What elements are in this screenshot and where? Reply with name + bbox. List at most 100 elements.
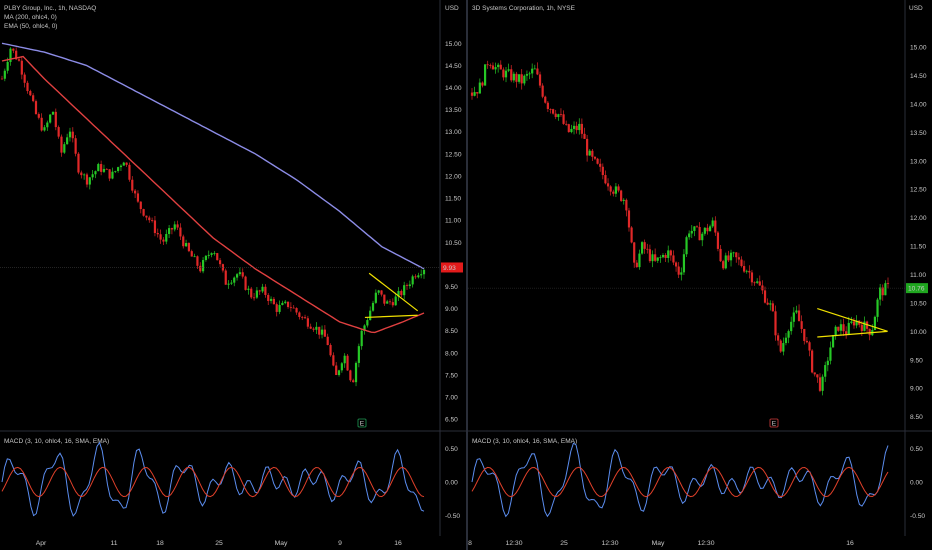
right-candle — [486, 64, 489, 66]
left-candle — [43, 127, 46, 131]
left-y-tick-9: 10.50 — [445, 240, 462, 247]
right-y-tick-2: 14.00 — [910, 101, 927, 108]
right-candle — [876, 299, 879, 317]
left-candle — [37, 114, 40, 118]
right-candle — [552, 109, 555, 114]
right-candle — [596, 158, 599, 164]
right-candle — [800, 321, 803, 329]
right-candle — [528, 73, 531, 75]
right-candle — [808, 342, 811, 351]
right-candle — [541, 85, 544, 97]
right-candle — [677, 266, 680, 275]
left-candle — [386, 301, 389, 304]
left-candle — [360, 330, 363, 347]
left-candle — [156, 233, 159, 235]
left-candle — [284, 301, 287, 303]
right-candle — [756, 281, 759, 283]
left-candle — [312, 328, 315, 330]
right-candle — [578, 123, 581, 131]
right-candle — [884, 283, 887, 296]
right-candle — [845, 331, 848, 335]
left-x-tick-5: 9 — [338, 540, 342, 547]
left-candle — [145, 215, 148, 218]
left-candle — [255, 290, 258, 298]
left-ma-legend[interactable]: MA (200, ohlc4, 0) — [4, 14, 57, 21]
right-candle — [842, 324, 845, 332]
left-symbol-title[interactable]: PLBY Group, Inc., 1h, NASDAQ — [4, 5, 97, 12]
right-x-tick-2: 25 — [560, 540, 568, 547]
right-candle — [782, 343, 785, 352]
left-candle — [60, 136, 63, 153]
right-candle — [646, 248, 649, 250]
left-candle — [301, 316, 304, 318]
right-candle — [559, 114, 563, 116]
left-candle — [295, 308, 298, 313]
right-symbol-title[interactable]: 3D Systems Corporation, 1h, NYSE — [472, 5, 575, 12]
left-ema-legend[interactable]: EMA (50, ohlc4, 0) — [4, 23, 58, 30]
left-candle — [391, 302, 394, 306]
right-candle — [769, 303, 772, 305]
left-candle — [252, 297, 256, 299]
left-candle — [315, 326, 318, 330]
right-candle — [507, 69, 510, 71]
left-candle — [54, 111, 57, 128]
right-candle — [606, 183, 610, 187]
left-candle — [74, 138, 77, 154]
left-candle — [309, 326, 312, 329]
left-candle — [210, 253, 213, 255]
right-candle — [813, 372, 816, 375]
right-macd-legend[interactable]: MACD (3, 10, ohlc4, 16, SMA, EMA) — [472, 438, 578, 445]
right-candle — [787, 331, 790, 338]
right-candle — [881, 287, 884, 296]
right-candle — [648, 249, 652, 262]
right-candle — [630, 227, 633, 243]
right-candle — [777, 335, 780, 341]
right-candle — [656, 257, 659, 261]
left-candle — [139, 201, 142, 210]
right-macd-tick-1: 0.00 — [910, 480, 923, 487]
right-y-tick-0: 15.00 — [910, 45, 927, 52]
left-y-tick-0: 15.00 — [445, 41, 462, 48]
left-macd-tick-0: 0.50 — [445, 446, 458, 453]
right-candle — [824, 365, 827, 377]
left-macd-legend[interactable]: MACD (3, 10, ohlc4, 16, SMA, EMA) — [4, 438, 110, 445]
right-chart-panel[interactable]: 3D Systems Corporation, 1h, NYSE USD MAC… — [468, 0, 932, 550]
left-y-tick-12: 9.00 — [445, 306, 458, 313]
right-candle — [852, 321, 856, 326]
right-earnings-label: E — [772, 421, 777, 428]
right-candle — [729, 252, 733, 261]
right-candle — [860, 324, 863, 331]
right-candle — [743, 266, 746, 272]
left-chart-panel[interactable]: PLBY Group, Inc., 1h, NASDAQ MA (200, oh… — [0, 0, 466, 550]
left-x-tick-6: 16 — [394, 540, 402, 547]
right-candle — [562, 114, 565, 124]
left-candle — [32, 95, 35, 102]
left-candle — [193, 256, 196, 258]
left-candle — [371, 302, 375, 311]
right-candle — [554, 113, 557, 118]
panel-divider[interactable] — [466, 0, 468, 550]
right-candle — [499, 64, 502, 70]
left-candle — [15, 50, 18, 60]
right-candle — [821, 376, 824, 391]
left-legend: PLBY Group, Inc., 1h, NASDAQ MA (200, oh… — [4, 4, 96, 31]
left-candle — [20, 60, 23, 75]
left-candle — [397, 290, 400, 297]
left-candle — [88, 177, 91, 185]
right-candle — [523, 75, 526, 84]
left-ma200-line — [1, 42, 425, 270]
left-candle — [114, 171, 117, 172]
right-y-tick-4: 13.00 — [910, 158, 927, 165]
left-candle — [77, 153, 80, 173]
right-candle — [512, 73, 515, 81]
left-candle — [289, 306, 292, 308]
left-x-tick-0: Apr — [36, 540, 47, 547]
left-candle — [66, 137, 69, 145]
left-candle — [179, 227, 182, 237]
left-candle — [196, 256, 199, 266]
right-candle — [604, 175, 607, 184]
right-candle — [494, 67, 497, 70]
left-candle — [46, 122, 49, 128]
left-candle — [51, 111, 55, 115]
